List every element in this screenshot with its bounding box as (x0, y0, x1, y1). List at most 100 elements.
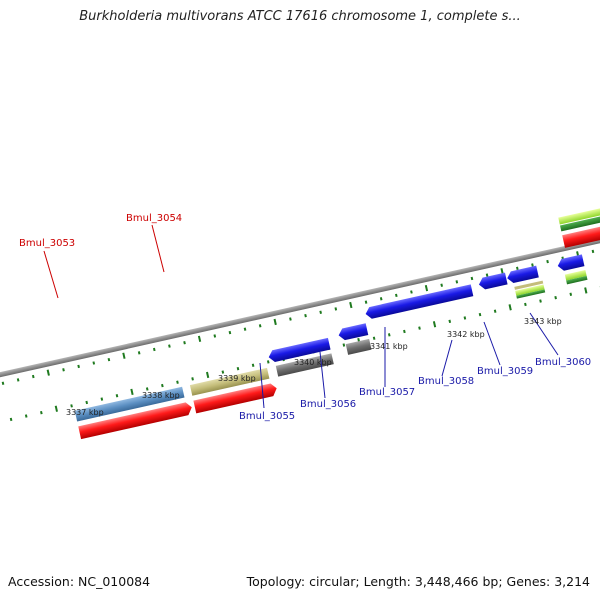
major-tick (584, 287, 588, 294)
feature-pseudo-bmul-3055[interactable] (275, 353, 334, 377)
feature-cds-bmul-3060[interactable] (556, 254, 585, 271)
scale-label: 3340 kbp (294, 358, 332, 367)
minor-tick (493, 309, 497, 313)
scale-label: 3337 kbp (66, 408, 104, 417)
minor-tick (243, 327, 247, 331)
minor-tick (213, 334, 217, 338)
leader-line-bmul-3060 (529, 312, 559, 356)
scale-label: 3342 kbp (447, 330, 485, 339)
scale-label: 3343 kbp (524, 317, 562, 326)
feature-darkgreen-forward-right[interactable] (560, 205, 600, 232)
map-title: Burkholderia multivorans ATCC 17616 chro… (79, 9, 521, 24)
minor-tick (403, 329, 406, 334)
minor-tick (379, 297, 383, 301)
minor-tick (554, 295, 557, 300)
minor-tick (176, 380, 179, 384)
minor-tick (531, 263, 534, 267)
minor-tick (516, 266, 519, 271)
minor-tick (342, 343, 346, 347)
leader-line-bmul-3058 (441, 339, 453, 377)
feature-cds-bmul-3054[interactable] (193, 382, 278, 414)
gene-label[interactable]: Bmul_3054 (126, 213, 182, 224)
genome-summary-text: Topology: circular; Length: 3,448,466 bp… (246, 574, 590, 589)
minor-tick (137, 351, 141, 355)
minor-tick (448, 319, 452, 324)
feature-trna-bmul-3059[interactable] (514, 280, 544, 290)
major-tick (122, 352, 126, 359)
major-tick (273, 318, 277, 326)
minor-tick (152, 347, 156, 352)
minor-tick (539, 299, 542, 303)
minor-tick (24, 414, 28, 418)
major-tick (197, 335, 202, 342)
gene-label[interactable]: Bmul_3055 (239, 411, 295, 422)
minor-tick (364, 300, 368, 304)
feature-rrna-bmul-3053[interactable] (74, 386, 185, 422)
minor-tick (395, 293, 398, 298)
minor-tick (115, 394, 119, 398)
minor-tick (440, 283, 443, 287)
gene-label[interactable]: Bmul_3053 (19, 238, 75, 249)
minor-tick (289, 317, 292, 321)
feature-green-bmul-3060[interactable] (564, 270, 587, 281)
minor-tick (236, 366, 240, 371)
leader-line-bmul-3053 (43, 250, 59, 299)
minor-tick (569, 292, 573, 296)
minor-tick (228, 330, 232, 335)
feature-cds-forward-right[interactable] (562, 215, 600, 248)
minor-tick (9, 417, 13, 422)
minor-tick (372, 336, 376, 340)
feature-cds-bmul-3057[interactable] (364, 284, 474, 319)
feature-cds-bmul-3055[interactable] (267, 337, 331, 363)
major-tick (508, 304, 512, 311)
minor-tick (77, 364, 80, 369)
feature-trna-bmul-3054[interactable] (189, 367, 270, 396)
leader-line-bmul-3056 (319, 351, 326, 399)
feature-cds-bmul-3056[interactable] (337, 323, 369, 341)
gene-label[interactable]: Bmul_3059 (477, 366, 533, 377)
upper-tick-row (9, 285, 600, 422)
minor-tick (334, 307, 338, 311)
feature-cds-bmul-3059[interactable] (506, 265, 539, 284)
major-tick (432, 321, 437, 328)
leader-line-bmul-3054 (151, 224, 165, 273)
gene-label[interactable]: Bmul_3058 (418, 376, 474, 387)
leader-line-bmul-3059 (483, 321, 501, 366)
gene-label[interactable]: Bmul_3057 (359, 387, 415, 398)
feature-darkgreen-bmul-3059[interactable] (516, 289, 546, 299)
minor-tick (70, 404, 73, 408)
minor-tick (161, 383, 164, 388)
feature-green-forward-right[interactable] (558, 198, 600, 225)
gene-label[interactable]: Bmul_3060 (535, 357, 591, 368)
chromosome-backbone (0, 228, 600, 387)
major-tick (424, 284, 429, 292)
gene-label[interactable]: Bmul_3056 (300, 399, 356, 410)
minor-tick (1, 381, 5, 385)
minor-tick (524, 302, 527, 307)
leader-line-bmul-3055 (259, 362, 265, 409)
minor-tick (463, 316, 467, 320)
minor-tick (546, 259, 549, 264)
feature-darkgreen-bmul-3060[interactable] (566, 275, 588, 285)
minor-tick (16, 378, 20, 382)
minor-tick (591, 249, 595, 254)
minor-tick (107, 357, 111, 362)
minor-tick (168, 344, 171, 348)
minor-tick (31, 374, 35, 379)
minor-tick (304, 313, 307, 318)
minor-tick (92, 361, 96, 365)
feature-cds-bmul-3058[interactable] (478, 272, 508, 291)
minor-tick (40, 410, 43, 415)
major-tick (205, 371, 210, 379)
accession-text: Accession: NC_010084 (8, 574, 151, 589)
minor-tick (455, 280, 459, 284)
minor-tick (258, 324, 262, 328)
feature-green-bmul-3059[interactable] (515, 284, 545, 296)
scale-label: 3338 kbp (142, 391, 180, 400)
feature-pseudo-bmul-3056[interactable] (345, 338, 372, 355)
minor-tick (251, 363, 255, 367)
feature-cds-bmul-3053[interactable] (78, 401, 193, 440)
minor-tick (145, 387, 149, 391)
minor-tick (319, 310, 322, 314)
